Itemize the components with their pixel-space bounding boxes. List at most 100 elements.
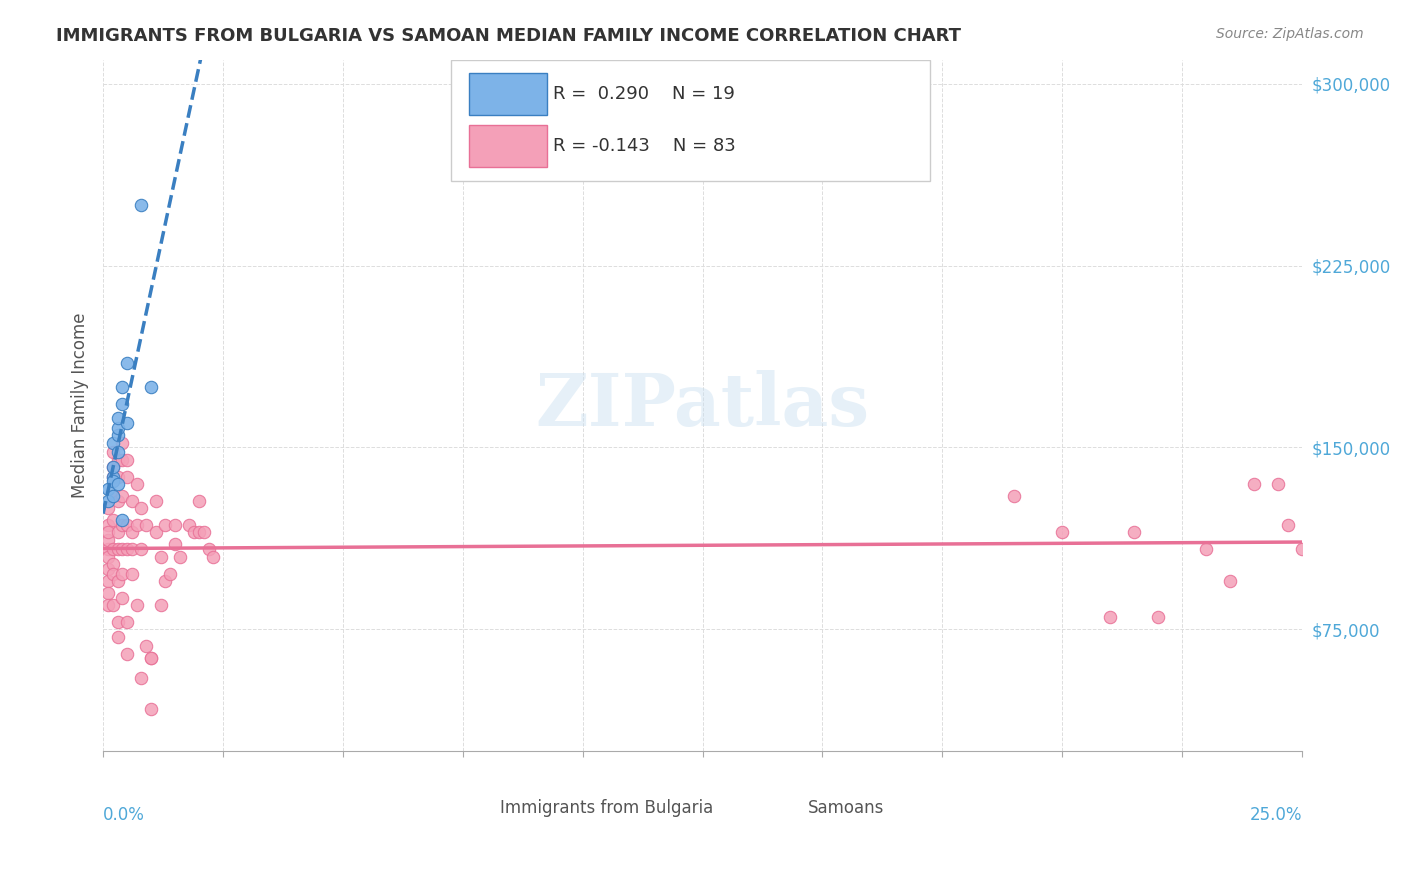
Point (115, 452, 138, 467)
Point (97, 533, 120, 547)
Point (111, 566, 134, 581)
Point (97, 574, 120, 588)
Text: Immigrants from Bulgaria: Immigrants from Bulgaria (501, 799, 713, 817)
Point (107, 525, 129, 540)
Point (139, 651, 162, 665)
Point (101, 557, 124, 571)
Point (131, 671, 153, 685)
Point (97, 598, 120, 612)
Point (183, 525, 205, 540)
Point (115, 356, 138, 370)
Point (107, 542, 129, 557)
Point (125, 518, 148, 533)
Point (111, 542, 134, 557)
Point (131, 198, 153, 212)
Point (107, 476, 129, 491)
Point (101, 445, 124, 459)
Text: R = -0.143    N = 83: R = -0.143 N = 83 (553, 137, 735, 155)
Point (165, 537, 187, 551)
FancyBboxPatch shape (468, 73, 547, 115)
Point (135, 640, 157, 654)
Point (107, 452, 129, 467)
Point (97, 525, 120, 540)
Point (1099, 610, 1122, 624)
Point (97, 549, 120, 564)
Point (111, 591, 134, 605)
Point (149, 549, 172, 564)
Point (101, 489, 124, 503)
Point (101, 513, 124, 527)
Text: R =  0.290    N = 19: R = 0.290 N = 19 (553, 85, 734, 103)
FancyBboxPatch shape (451, 60, 931, 180)
Point (125, 476, 148, 491)
Point (107, 411, 129, 425)
Point (97, 518, 120, 533)
Point (149, 598, 172, 612)
Point (188, 493, 211, 508)
Point (107, 574, 129, 588)
Point (115, 647, 138, 661)
Point (139, 380, 162, 394)
Text: 0.0%: 0.0% (103, 805, 145, 824)
Text: Source: ZipAtlas.com: Source: ZipAtlas.com (1216, 27, 1364, 41)
Point (1277, 518, 1299, 533)
Point (111, 435, 134, 450)
Point (97, 501, 120, 516)
FancyBboxPatch shape (468, 125, 547, 167)
Point (1291, 542, 1313, 557)
Point (121, 525, 143, 540)
Point (1123, 525, 1146, 540)
Point (1243, 476, 1265, 491)
Point (115, 518, 138, 533)
Point (202, 549, 225, 564)
Point (107, 421, 129, 435)
Point (111, 513, 134, 527)
Point (145, 493, 167, 508)
Point (139, 651, 162, 665)
Point (111, 397, 134, 411)
Text: 25.0%: 25.0% (1250, 805, 1302, 824)
Point (101, 469, 124, 483)
Point (165, 518, 187, 533)
Point (139, 702, 162, 716)
FancyBboxPatch shape (761, 789, 807, 811)
Point (97, 562, 120, 576)
Point (101, 459, 124, 474)
Point (107, 630, 129, 644)
Point (197, 542, 219, 557)
Point (111, 380, 134, 394)
Point (97, 482, 120, 496)
Point (107, 428, 129, 442)
Point (115, 416, 138, 430)
Point (107, 445, 129, 459)
Point (115, 469, 138, 483)
Point (107, 493, 129, 508)
Text: ZIPatlas: ZIPatlas (536, 369, 870, 441)
Point (121, 493, 143, 508)
Point (101, 459, 124, 474)
Point (145, 525, 167, 540)
Point (121, 566, 143, 581)
Point (125, 598, 148, 612)
Point (131, 542, 153, 557)
Point (131, 501, 153, 516)
Point (159, 566, 181, 581)
Point (1002, 489, 1025, 503)
Point (155, 574, 177, 588)
Point (115, 615, 138, 629)
Point (101, 489, 124, 503)
Point (107, 469, 129, 483)
Point (188, 525, 211, 540)
Point (1195, 542, 1218, 557)
Text: Samoans: Samoans (808, 799, 884, 817)
FancyBboxPatch shape (485, 789, 531, 811)
Point (1267, 476, 1289, 491)
Point (135, 518, 157, 533)
Point (1219, 574, 1241, 588)
Point (101, 598, 124, 612)
Point (101, 566, 124, 581)
Point (101, 435, 124, 450)
Y-axis label: Median Family Income: Median Family Income (72, 312, 89, 498)
Point (97, 586, 120, 600)
Text: IMMIGRANTS FROM BULGARIA VS SAMOAN MEDIAN FAMILY INCOME CORRELATION CHART: IMMIGRANTS FROM BULGARIA VS SAMOAN MEDIA… (56, 27, 962, 45)
